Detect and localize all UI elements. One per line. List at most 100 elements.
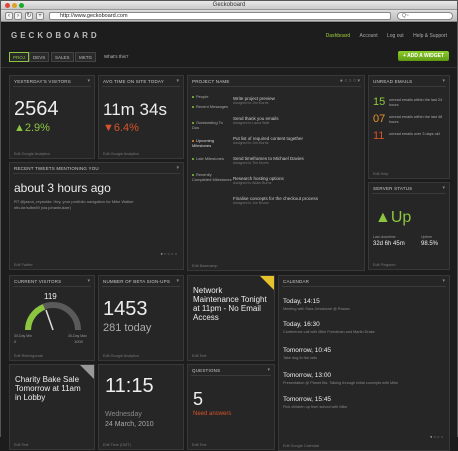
visitors-value: 2564 <box>14 98 59 120</box>
reload-icon[interactable]: ↻ <box>25 12 33 20</box>
widget-footer[interactable]: Edit Google Analytics <box>14 152 50 156</box>
gauge-min-value: 0 <box>14 339 17 344</box>
widget-footer[interactable]: Edit Help <box>373 172 389 176</box>
tweet-link[interactable]: ntlv.de/sdbn89 (via johanbukarr) <box>14 205 71 210</box>
project-sidebar-completed[interactable]: Recently Completed Milestones <box>192 172 232 182</box>
list-item: Research hosting options Assigned to Adam… <box>233 176 284 185</box>
avg-time-value: 11m 34s <box>103 100 167 119</box>
calendar-event-desc: Conference call with Mike Freedman and M… <box>283 330 375 334</box>
gear-icon[interactable]: ▾ <box>176 165 179 171</box>
pager-dots[interactable]: ● ○ ○ ○ ○ <box>160 251 177 256</box>
widget-maintenance-note: Network Maintenance Tonight at 11pm - No… <box>187 275 275 361</box>
nav-account[interactable]: Account <box>359 33 378 39</box>
gear-icon[interactable]: ▾ <box>176 78 179 84</box>
calendar-event-time: Today, 14:15 <box>283 298 320 305</box>
dashboard-tab-3[interactable]: SALES <box>51 52 74 62</box>
tweet-time: about 3 hours ago <box>14 181 111 195</box>
widget-title: QUESTIONS <box>192 368 221 373</box>
nav-logout[interactable]: Log out <box>387 33 404 39</box>
widget-footer[interactable]: Edit Text <box>192 443 207 447</box>
project-sidebar-messages[interactable]: Recent Messages <box>192 104 228 109</box>
address-bar[interactable]: http://www.geckoboard.com <box>49 12 391 20</box>
widget-footer[interactable]: Edit Text <box>14 443 29 447</box>
dashboard-tab-1[interactable]: PROJ <box>9 52 30 62</box>
gauge-max-value: 1000 <box>74 339 83 344</box>
calendar-event-time: Tomorrow, 13:00 <box>283 372 332 379</box>
title-divider <box>102 286 180 287</box>
clock-date: 24 March, 2010 <box>105 421 154 428</box>
project-sidebar-late[interactable]: Late Milestones <box>192 156 228 161</box>
title-divider <box>191 375 271 376</box>
add-widget-button[interactable]: + ADD A WIDGET <box>398 51 449 61</box>
widget-calendar: CALENDAR ▾ Today, 14:15 Meeting with Sar… <box>278 275 450 451</box>
list-item: Write project preview Assigned to Jim Mor… <box>233 96 275 105</box>
widget-footer[interactable]: Edit Google Calendar <box>283 444 320 448</box>
questions-value: 5 <box>193 389 204 409</box>
gauge-min-label: 30-Day Min <box>14 334 32 338</box>
title-divider <box>102 86 180 87</box>
project-sidebar-people[interactable]: People <box>192 94 208 99</box>
nav-help[interactable]: Help & Support <box>413 33 447 39</box>
widget-footer[interactable]: Edit Basecamp <box>192 264 218 268</box>
widget-avg-time: AVG TIME ON SITE TODAY ▾ 11m 34s ▼6.4% E… <box>98 75 184 159</box>
dashboard-tab-2[interactable]: DEVS <box>29 52 50 62</box>
calendar-event-desc: Presentation @ Planet Biz. Talking throu… <box>283 381 399 385</box>
gear-icon[interactable]: ▾ <box>176 278 179 284</box>
search-field[interactable]: Q~ <box>397 12 453 20</box>
signups-today: 281 today <box>103 322 152 334</box>
uptime-value: 98.5% <box>421 241 439 247</box>
gear-icon[interactable]: ▾ <box>87 278 90 284</box>
list-item: Finalise concepts for the checkout proce… <box>233 196 319 205</box>
zoom-window-button[interactable] <box>19 3 24 8</box>
widget-footer[interactable]: Edit Time (GMT) <box>103 443 131 447</box>
url-text: http://www.geckoboard.com <box>60 13 128 19</box>
gear-icon[interactable]: ▾ <box>267 367 270 373</box>
geckoboard-app: GECKOBOARD Dashboard Account Log out Hel… <box>1 23 457 451</box>
forward-icon[interactable]: › <box>14 12 22 20</box>
nav-dashboard[interactable]: Dashboard <box>325 33 351 39</box>
widget-title: UNREAD EMAILS <box>373 79 413 84</box>
widget-footer[interactable]: Edit Reinvigorate <box>14 354 43 358</box>
corner-fold <box>80 365 94 379</box>
search-placeholder: Q~ <box>402 13 409 19</box>
minimize-window-button[interactable] <box>12 3 17 8</box>
widget-beta-signups: NUMBER OF BETA SIGN-UPS ▾ 1453 281 today… <box>98 275 184 361</box>
gear-icon[interactable]: ▾ <box>442 78 445 84</box>
title-divider <box>13 173 180 174</box>
widget-title: RECENT TWEETS MENTIONING YOU <box>14 166 99 171</box>
clock-day: Wednesday <box>105 411 142 418</box>
widget-footer[interactable]: Edit Text <box>192 354 207 358</box>
corner-fold <box>260 276 274 290</box>
current-visitors-value: 119 <box>44 292 57 301</box>
gear-icon[interactable]: ▾ <box>442 278 445 284</box>
gear-icon[interactable]: ▾ <box>87 78 90 84</box>
title-divider <box>372 86 446 87</box>
server-status-value: ▲Up <box>375 209 412 226</box>
bake-sale-text: Charity Bake Sale Tomorrow at 11am in Lo… <box>15 375 81 402</box>
widget-footer[interactable]: Edit Pingdom <box>373 263 396 267</box>
project-sidebar-todos[interactable]: Outstanding To Dos <box>192 120 223 130</box>
dashboard-bar: PROJ DEVS SALES MKTG What's this? + ADD … <box>9 51 449 65</box>
widget-title: YESTERDAY'S VISITORS <box>14 79 71 84</box>
gear-icon[interactable]: ▾ <box>442 185 445 191</box>
widget-questions: QUESTIONS ▾ 5 Need answers Edit Text <box>187 364 275 450</box>
calendar-event-time: Today, 16:30 <box>283 321 320 328</box>
widget-recent-tweets: RECENT TWEETS MENTIONING YOU ▾ about 3 h… <box>9 162 184 270</box>
widget-footer[interactable]: Edit Google Analytics <box>103 354 139 358</box>
close-window-button[interactable] <box>5 3 10 8</box>
widget-server-status: SERVER STATUS ▾ ▲Up Last downtime 32d 6h… <box>368 182 450 270</box>
calendar-event-time: Tomorrow, 10:45 <box>283 347 332 354</box>
whats-this-link[interactable]: What's this? <box>104 54 129 59</box>
widget-bake-sale-note: Charity Bake Sale Tomorrow at 11am in Lo… <box>9 364 95 450</box>
dashboard-tab-4[interactable]: MKTG <box>75 52 96 62</box>
clock-time: 11:15 <box>105 375 154 397</box>
project-sidebar-upcoming[interactable]: Upcoming Milestones <box>192 138 215 148</box>
widget-footer[interactable]: Edit Twitter <box>14 263 33 267</box>
widget-footer[interactable]: Edit Google Analytics <box>103 152 139 156</box>
back-icon[interactable]: ‹ <box>5 12 13 20</box>
logo: GECKOBOARD <box>11 31 100 40</box>
pager-dots[interactable]: ● ○ ○ ○ ▾ <box>339 78 360 84</box>
tweet-text: RT @jason_reynolds: Hey, your portfolio … <box>14 199 134 204</box>
add-bookmark-icon[interactable]: + <box>36 12 44 20</box>
